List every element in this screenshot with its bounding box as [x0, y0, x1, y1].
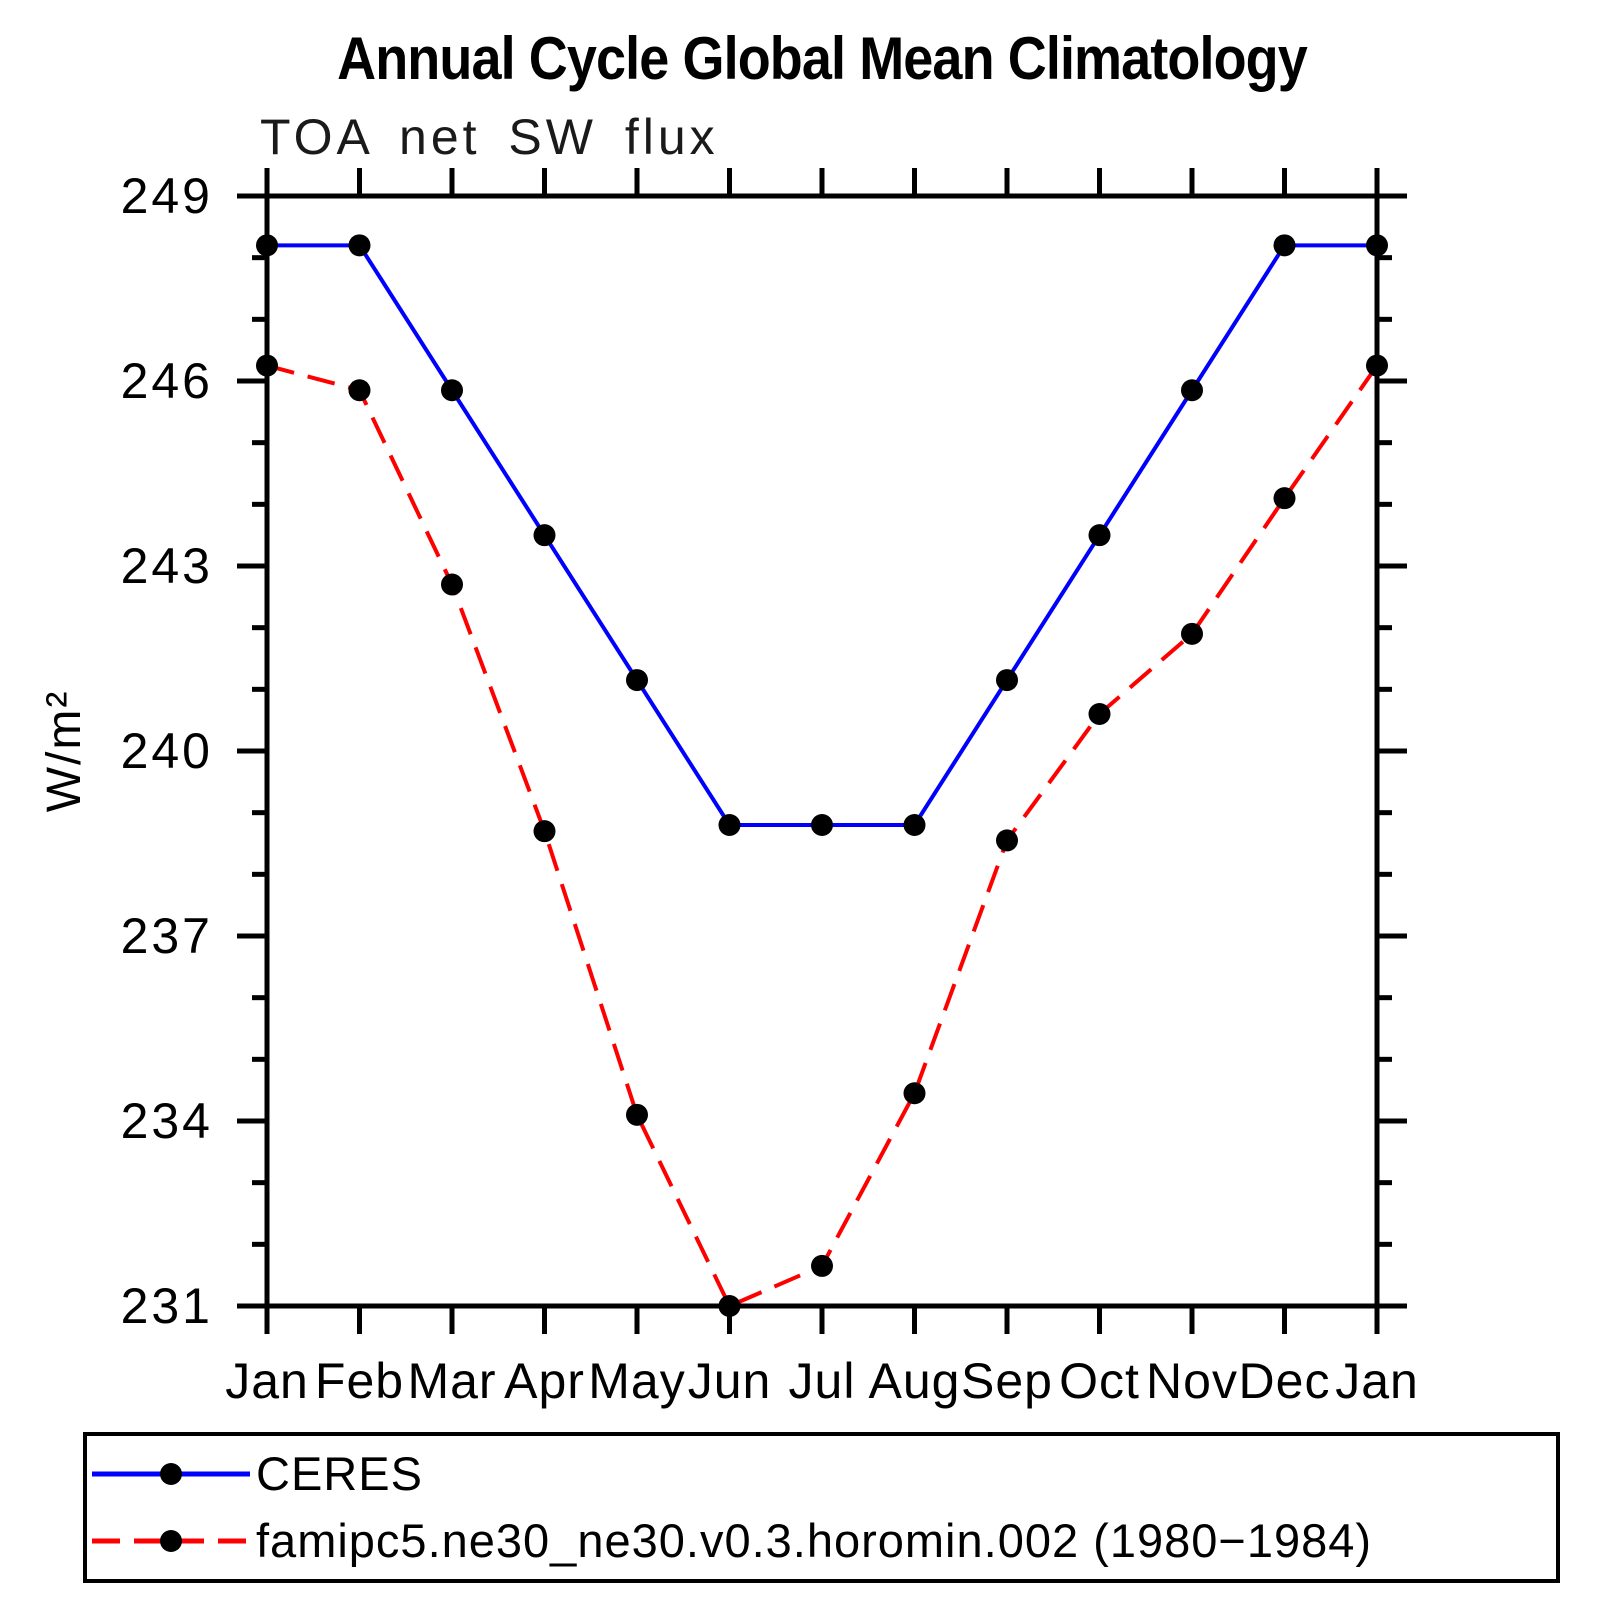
y-axis-tick-label: 240: [121, 723, 213, 779]
legend-label-0: CERES: [256, 1447, 423, 1500]
data-point-marker: [348, 234, 371, 257]
y-axis-tick-label: 234: [121, 1093, 213, 1149]
data-point-marker: [441, 379, 463, 402]
x-axis-label: Jan: [225, 1353, 309, 1409]
data-point-marker: [1366, 354, 1388, 377]
legend-box: [83, 1432, 1560, 1583]
legend-label-1: famipc5.ne30_ne30.v0.3.horomin.002 (1980…: [256, 1514, 1372, 1567]
y-axis-tick-label: 237: [121, 908, 213, 964]
series-line-0: [267, 243, 1377, 827]
x-axis-label: Jan: [1335, 1353, 1419, 1409]
data-point-marker: [1273, 487, 1296, 510]
x-axis-label: Feb: [315, 1353, 404, 1409]
x-axis-label: Jul: [789, 1353, 856, 1409]
data-point-marker: [1088, 703, 1111, 725]
y-axis-tick-label: 231: [121, 1278, 213, 1334]
data-point-marker: [811, 1254, 833, 1277]
chart-title: Annual Cycle Global Mean Climatology: [337, 25, 1308, 92]
data-point-marker: [1088, 524, 1111, 547]
x-axis-label: Dec: [1239, 1353, 1331, 1409]
data-point-marker: [441, 573, 463, 596]
data-point-marker: [626, 1103, 648, 1126]
legend-marker-0: [160, 1463, 182, 1485]
x-axis-label: Oct: [1059, 1353, 1140, 1409]
data-point-marker: [903, 1082, 926, 1105]
x-axis-label: Aug: [869, 1353, 961, 1409]
data-point-marker: [1273, 234, 1296, 257]
x-axis-label: May: [588, 1353, 685, 1409]
data-point-marker: [718, 814, 741, 836]
data-point-marker: [811, 814, 833, 836]
data-point-marker: [718, 1295, 741, 1317]
x-axis-label: Sep: [961, 1353, 1053, 1409]
data-point-marker: [996, 829, 1018, 852]
chart-subtitle: TOA net SW flux: [260, 109, 719, 165]
data-point-marker: [256, 354, 278, 377]
x-axis-label: Mar: [407, 1353, 496, 1409]
legend-marker-1: [160, 1530, 182, 1552]
y-axis-tick-label: 249: [121, 168, 213, 224]
x-axis-label: Jun: [688, 1353, 772, 1409]
data-point-marker: [348, 379, 371, 402]
y-axis-tick-label: 243: [121, 538, 213, 594]
data-point-marker: [533, 524, 556, 547]
data-point-marker: [1181, 379, 1203, 402]
data-point-marker: [1366, 234, 1388, 257]
data-point-marker: [533, 820, 556, 843]
y-axis-tick-label: 246: [121, 353, 213, 409]
data-point-marker: [1181, 622, 1203, 645]
data-point-marker: [903, 814, 926, 836]
x-axis-label: Apr: [504, 1353, 585, 1409]
x-axis-label: Nov: [1146, 1353, 1238, 1409]
y-axis-title: W/m²: [38, 690, 91, 813]
data-point-marker: [996, 669, 1018, 692]
data-point-marker: [256, 234, 278, 257]
data-point-marker: [626, 669, 648, 692]
